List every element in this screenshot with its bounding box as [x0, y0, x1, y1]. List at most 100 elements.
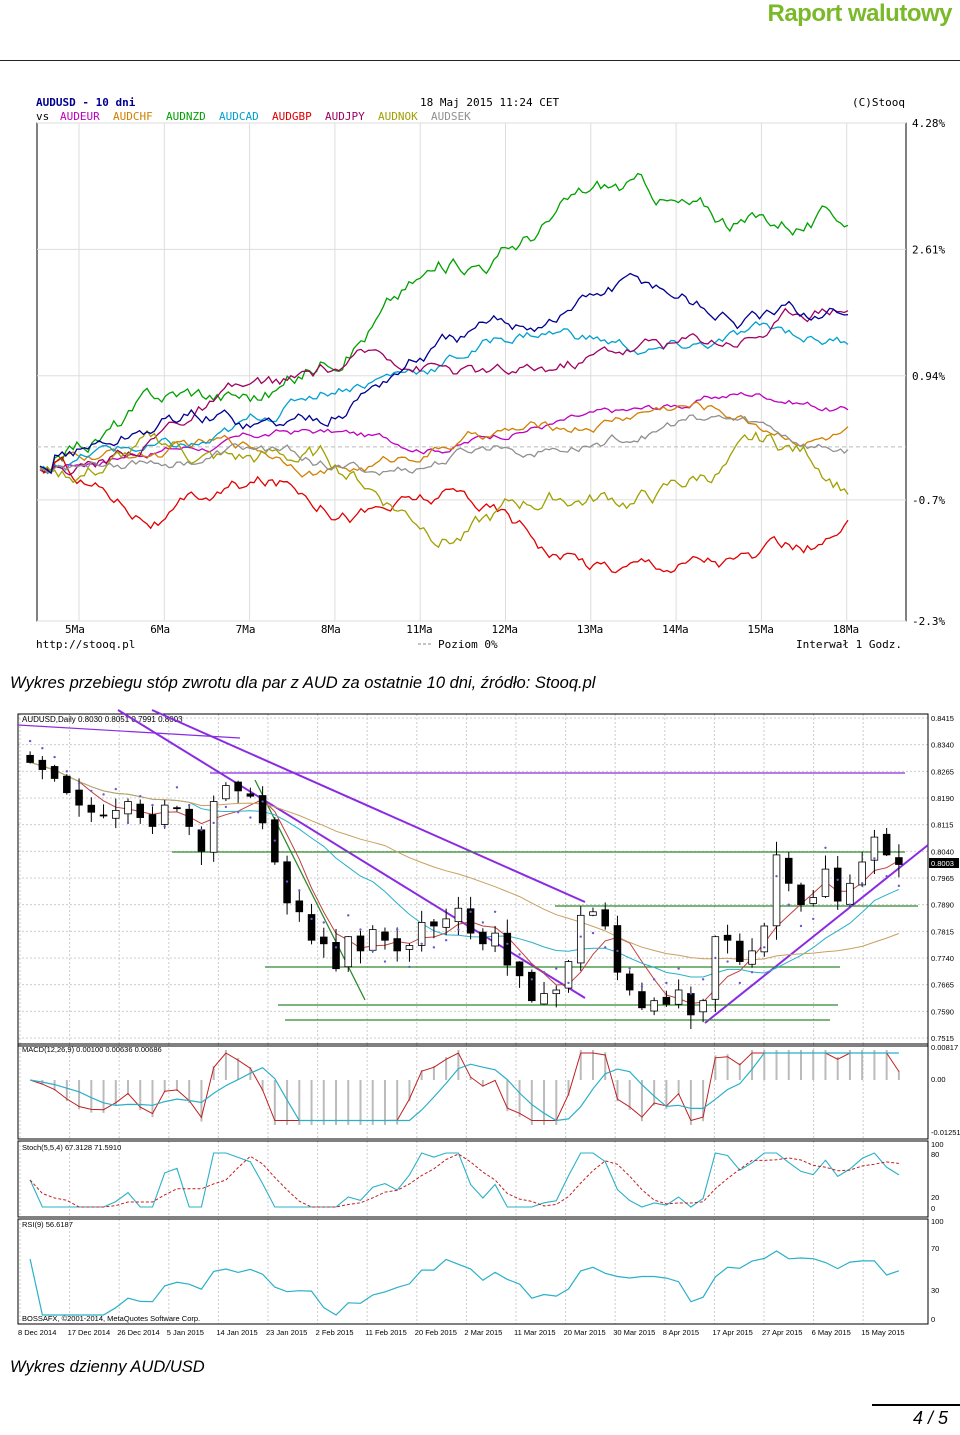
c2-candle [711, 936, 720, 1000]
c2-candle [38, 759, 47, 770]
c2-sar-dot [383, 960, 387, 963]
c2-candle [650, 1000, 658, 1012]
c1-series-audchf [39, 401, 849, 478]
c2-sar-dot [665, 981, 668, 985]
c2-sar-dot [640, 985, 644, 988]
c2-xtick: 11 Feb 2015 [365, 1328, 407, 1337]
c2-candle [748, 950, 756, 965]
c2-candle [320, 936, 328, 945]
last-price-label: 0.8003 [931, 859, 954, 868]
c2-candle [136, 803, 145, 818]
c2-candle [479, 931, 487, 945]
c2-candle [809, 897, 817, 904]
c2-candle [821, 868, 830, 897]
c2-candle [99, 814, 108, 817]
last-price-box [929, 858, 959, 868]
c2-candle [540, 993, 548, 1005]
c2-candle [234, 781, 242, 792]
c2-sar-dot [579, 935, 582, 938]
c1-series-audsek [39, 414, 849, 476]
c2-sar-dot [322, 921, 325, 924]
c2-sar-dot [175, 786, 179, 789]
c1-xtick: 5Ma [65, 623, 85, 636]
c1-ytick: 0.94% [912, 370, 945, 383]
c1-legend-audsek: AUDSEK [431, 110, 471, 123]
page-number-rule [872, 1404, 960, 1406]
c2-candle [736, 940, 744, 962]
c2-candle [258, 795, 267, 824]
c1-series-audnzd [39, 172, 849, 472]
c2-sar-dot [310, 917, 313, 921]
c1-xtick: 15Ma [747, 623, 774, 636]
c1-legend-audchf: AUDCHF [113, 110, 153, 123]
c2-sar-dot [151, 803, 154, 807]
report-title: Raport walutowy [767, 0, 952, 27]
c2-price-tick: 0.7815 [931, 927, 954, 936]
daily-chart: AUDUSD,Daily 0.8030 0.8051 0.7991 0.8003… [16, 709, 960, 1337]
c2-candle [160, 804, 169, 825]
c2-sar-dot [432, 946, 436, 949]
c1-series-audeur [39, 391, 849, 474]
c2-candle [576, 914, 585, 964]
c1-footer-url: http://stooq.pl [36, 638, 135, 651]
c2-xtick: 20 Mar 2015 [564, 1328, 606, 1337]
c2-sar-dot [604, 946, 607, 949]
c2-sar-dot [530, 978, 533, 981]
c2-sar-dot [481, 921, 485, 924]
c1-series-audcad [39, 321, 849, 475]
c2-sar-dot [236, 811, 240, 814]
c2-candle [332, 942, 340, 970]
c2-sar-dot [677, 967, 680, 970]
c2-xtick: 17 Dec 2014 [68, 1328, 111, 1337]
c1-legend-audcad: AUDCAD [219, 110, 259, 123]
c2-panel-tick: 0 [931, 1204, 935, 1213]
c2-trendline [704, 844, 929, 1024]
c2-candle [173, 807, 181, 810]
c2-sar-dot [689, 992, 693, 995]
c2-candle [75, 789, 83, 806]
c2-sar-dot [701, 978, 705, 981]
c2-panel-label-rsi: RSI(9) 56.6187 [22, 1220, 73, 1229]
c2-candle [662, 996, 671, 1005]
c2-price-tick: 0.8040 [931, 847, 954, 856]
c2-xtick: 30 Mar 2015 [613, 1328, 655, 1337]
c2-panel-tick: 0.00 [931, 1075, 946, 1084]
c2-xtick: 23 Jan 2015 [266, 1328, 307, 1337]
c2-candle [197, 829, 206, 852]
c2-sar-dot [53, 755, 56, 759]
c2-sar-dot [469, 910, 472, 913]
c1-xtick: 6Ma [150, 623, 170, 636]
c2-candle [430, 921, 438, 927]
c2-candle [393, 938, 401, 952]
c2-trendline [151, 709, 586, 903]
c2-sar-dot [824, 846, 827, 849]
c2-price-tick: 0.8340 [931, 741, 954, 750]
c2-candle [589, 911, 597, 916]
c2-candle [797, 884, 805, 906]
c2-xtick: 14 Jan 2015 [216, 1328, 257, 1337]
c2-sar-dot [77, 782, 81, 785]
c2-sar-dot [139, 795, 142, 798]
c2-panel-tick: 100 [931, 1217, 944, 1226]
c2-sar-dot [885, 875, 888, 878]
c1-series-audjpy [39, 307, 849, 476]
c1-source: (C)Stooq [852, 96, 905, 109]
c2-sar-dot [359, 928, 362, 931]
c2-panel-tick: 30 [931, 1286, 939, 1295]
c2-candle [491, 932, 499, 947]
c2-candle [112, 810, 120, 819]
c1-footer-interval: Interwał 1 Godz. [796, 638, 902, 651]
c1-series-audgbp [39, 456, 849, 574]
c2-sar-dot [750, 971, 754, 974]
c2-sar-dot [555, 967, 558, 970]
header-rule [0, 60, 960, 61]
c2-candle [246, 793, 255, 797]
c2-candle [772, 854, 781, 927]
rsi-panel-frame [17, 1218, 929, 1325]
c2-sar-dot [738, 981, 742, 985]
c2-sar-dot [787, 903, 790, 906]
c2-candle [442, 918, 450, 928]
c2-sar-dot [65, 770, 69, 773]
macd-panel-frame [17, 1043, 929, 1140]
c2-price-tick: 0.7515 [931, 1034, 954, 1043]
